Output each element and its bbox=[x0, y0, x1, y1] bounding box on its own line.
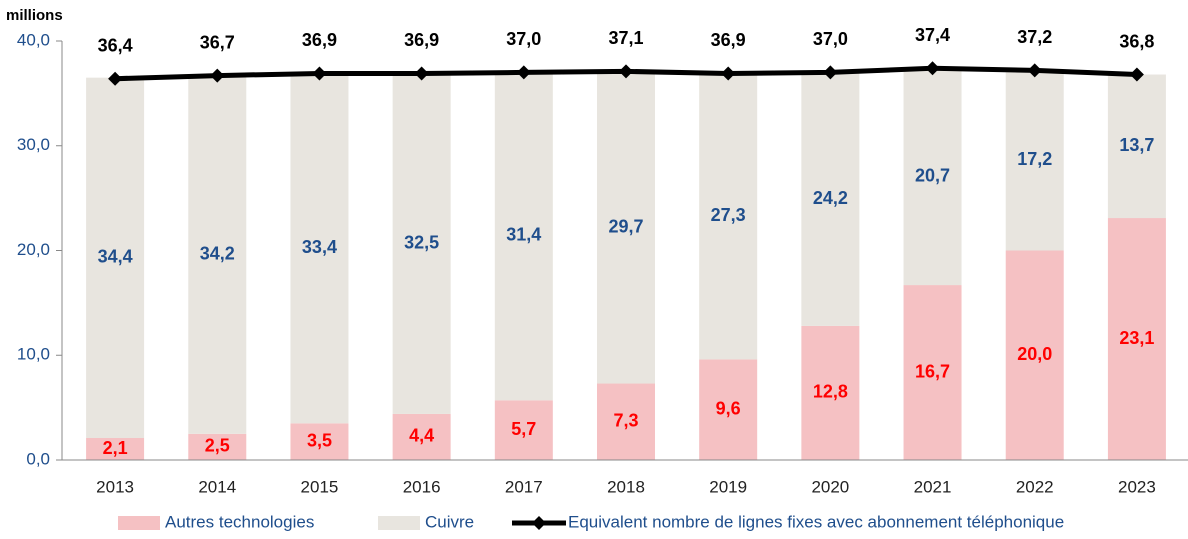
bar bbox=[801, 72, 860, 326]
bar bbox=[597, 383, 655, 460]
value-label: 37,4 bbox=[915, 25, 950, 45]
value-label: 37,0 bbox=[813, 29, 848, 49]
marker bbox=[312, 66, 327, 81]
x-tick-label: 2016 bbox=[403, 477, 441, 496]
value-label: 33,4 bbox=[302, 237, 337, 257]
x-tick-label: 2014 bbox=[198, 477, 236, 496]
value-label: 34,2 bbox=[200, 243, 235, 263]
value-label: 27,3 bbox=[711, 205, 746, 225]
y-tick-label: 20,0 bbox=[17, 240, 50, 259]
marker bbox=[210, 68, 225, 83]
legend-label: Cuivre bbox=[425, 512, 474, 531]
bar bbox=[1005, 250, 1064, 460]
marker bbox=[721, 66, 736, 81]
bar bbox=[801, 325, 860, 460]
bar bbox=[1107, 74, 1166, 219]
x-tick-label: 2020 bbox=[811, 477, 849, 496]
value-label: 24,2 bbox=[813, 188, 848, 208]
bar bbox=[494, 71, 553, 401]
bar bbox=[392, 413, 451, 460]
value-label: 17,2 bbox=[1017, 149, 1052, 169]
value-label: 37,0 bbox=[506, 29, 541, 49]
value-label: 16,7 bbox=[915, 361, 950, 381]
value-label: 23,1 bbox=[1119, 328, 1154, 348]
bar bbox=[903, 68, 962, 286]
bar bbox=[290, 423, 349, 460]
legend-label: Equivalent nombre de lignes fixes avec a… bbox=[568, 512, 1064, 531]
bar bbox=[86, 77, 145, 439]
bar bbox=[699, 359, 758, 460]
value-label: 37,2 bbox=[1017, 27, 1052, 47]
marker bbox=[516, 65, 531, 80]
bar bbox=[597, 72, 655, 384]
bar bbox=[188, 75, 247, 434]
marker bbox=[925, 61, 940, 76]
bar bbox=[290, 73, 349, 424]
value-label: 13,7 bbox=[1119, 135, 1154, 155]
bar bbox=[188, 433, 247, 460]
marker bbox=[823, 65, 838, 80]
x-tick-label: 2023 bbox=[1118, 477, 1156, 496]
axis-unit: millions bbox=[6, 7, 63, 24]
bar bbox=[86, 438, 145, 460]
x-tick-label: 2013 bbox=[96, 477, 134, 496]
x-tick-label: 2017 bbox=[505, 477, 543, 496]
value-label: 36,9 bbox=[302, 30, 337, 50]
legend-swatch bbox=[118, 516, 160, 530]
legend-swatch bbox=[378, 516, 420, 530]
x-tick-label: 2021 bbox=[914, 477, 952, 496]
value-label: 3,5 bbox=[307, 430, 332, 450]
value-label: 36,7 bbox=[200, 32, 235, 52]
legend-label: Autres technologies bbox=[165, 512, 314, 531]
legend-marker bbox=[532, 516, 546, 530]
marker bbox=[1027, 63, 1042, 78]
bar bbox=[1107, 218, 1166, 460]
value-label: 36,9 bbox=[404, 30, 439, 50]
marker bbox=[414, 66, 429, 81]
value-label: 4,4 bbox=[409, 426, 434, 446]
bar bbox=[699, 73, 758, 360]
marker bbox=[108, 71, 123, 86]
value-label: 36,9 bbox=[711, 30, 746, 50]
value-label: 2,1 bbox=[103, 438, 128, 458]
x-tick-label: 2019 bbox=[709, 477, 747, 496]
bar bbox=[494, 400, 553, 460]
marker bbox=[1129, 67, 1144, 82]
value-label: 32,5 bbox=[404, 232, 439, 252]
bar bbox=[1005, 70, 1064, 251]
value-label: 9,6 bbox=[716, 398, 741, 418]
value-label: 5,7 bbox=[511, 419, 536, 439]
value-label: 36,8 bbox=[1119, 31, 1154, 51]
y-tick-label: 10,0 bbox=[17, 345, 50, 364]
value-label: 20,0 bbox=[1017, 344, 1052, 364]
x-tick-label: 2015 bbox=[301, 477, 339, 496]
marker bbox=[619, 64, 633, 79]
y-tick-label: 0,0 bbox=[26, 449, 50, 468]
bar bbox=[392, 73, 451, 414]
value-label: 12,8 bbox=[813, 382, 848, 402]
x-tick-label: 2022 bbox=[1016, 477, 1054, 496]
value-label: 36,4 bbox=[98, 35, 133, 55]
value-label: 7,3 bbox=[613, 411, 638, 431]
y-tick-label: 40,0 bbox=[17, 30, 50, 49]
value-label: 2,5 bbox=[205, 436, 230, 456]
value-label: 29,7 bbox=[608, 217, 643, 237]
x-tick-label: 2018 bbox=[607, 477, 645, 496]
bar bbox=[903, 285, 962, 460]
y-tick-label: 30,0 bbox=[17, 135, 50, 154]
value-label: 31,4 bbox=[506, 225, 541, 245]
value-label: 34,4 bbox=[98, 247, 133, 267]
value-label: 37,1 bbox=[608, 28, 643, 48]
value-label: 20,7 bbox=[915, 165, 950, 185]
